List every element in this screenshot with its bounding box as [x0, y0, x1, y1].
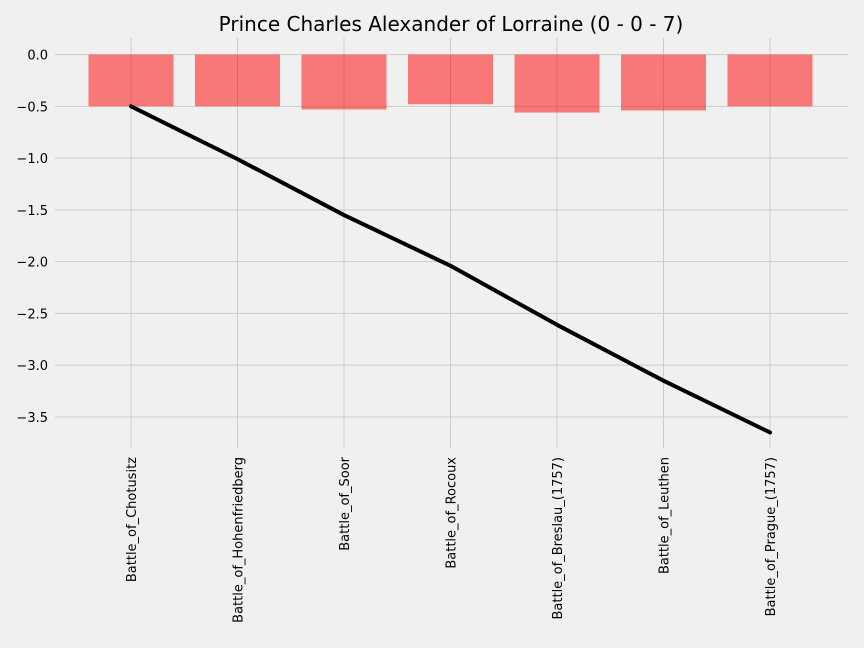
x-axis: Battle_of_Chotusitz Battle_of_Hohenfriedb…: [125, 456, 779, 622]
y-tick-label: −2.5: [16, 307, 48, 322]
x-tick-label: Battle_of_Soor: [338, 456, 353, 550]
bar: [727, 54, 813, 107]
cumulative-line: [129, 104, 772, 435]
y-tick-label: −3.0: [16, 359, 48, 374]
bar: [301, 54, 387, 110]
y-tick-label: −1.5: [16, 204, 48, 219]
chart-title: Prince Charles Alexander of Lorraine (0 …: [219, 12, 684, 36]
bar: [621, 54, 706, 111]
x-tick-label: Battle_of_Leuthen: [658, 457, 673, 574]
y-tick-label: 0.0: [27, 49, 48, 64]
x-tick-label: Battle_of_Prague_(1757): [764, 457, 779, 616]
y-axis: 0.0 −0.5 −1.0 −1.5 −2.0 −2.5 −3.0 −3.5: [16, 49, 48, 426]
x-tick-label: Battle_of_Hohenfriedberg: [232, 457, 247, 623]
x-tick-label: Battle_of_Rocoux: [445, 457, 460, 569]
y-tick-label: −1.0: [16, 152, 48, 167]
x-tick-label: Battle_of_Chotusitz: [125, 457, 140, 582]
y-tick-label: −3.5: [16, 411, 48, 426]
bar: [408, 54, 493, 105]
bar: [195, 54, 280, 107]
bar-series: [88, 54, 813, 113]
bar: [88, 54, 174, 107]
bar: [514, 54, 600, 113]
y-tick-label: −0.5: [16, 100, 48, 115]
line-series: [129, 104, 772, 435]
y-tick-label: −2.0: [16, 256, 48, 271]
x-tick-label: Battle_of_Breslau_(1757): [551, 457, 566, 620]
